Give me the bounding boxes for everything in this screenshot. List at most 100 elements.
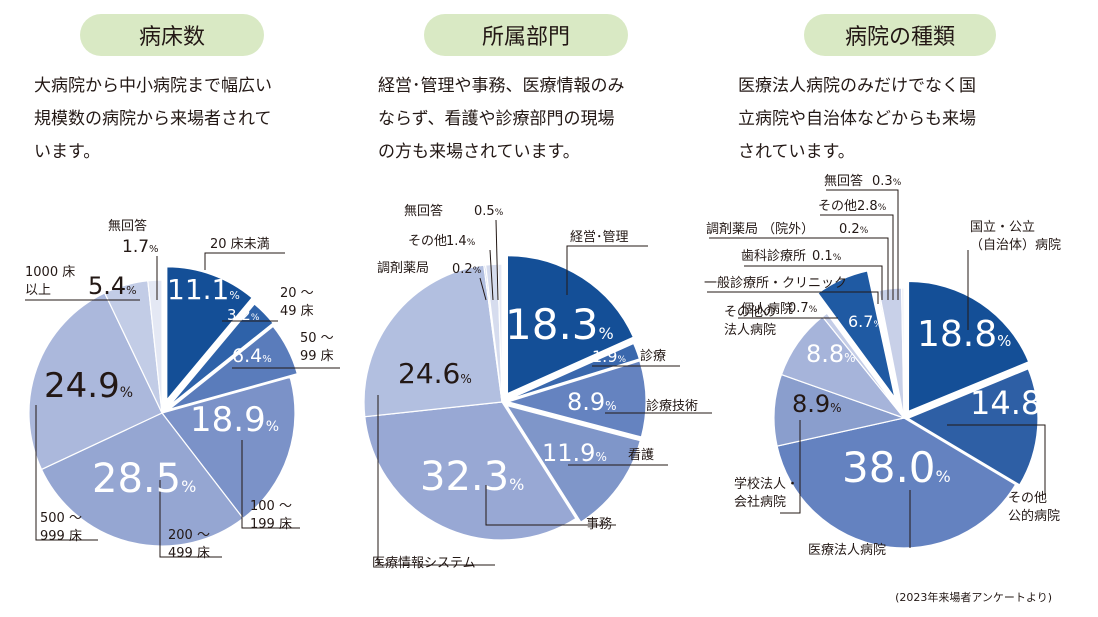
leader-line xyxy=(709,237,889,300)
category-label: 無回答 xyxy=(108,218,147,234)
value-label: 6.4% xyxy=(232,345,272,367)
category-label: 20 ～ 49 床 xyxy=(280,286,314,319)
pie-slice xyxy=(497,263,503,403)
pie-slice xyxy=(907,280,1030,413)
category-label-line: 医療法人病院 xyxy=(808,543,886,558)
percent-sign: % xyxy=(120,385,133,401)
category-label: 歯科診療所 xyxy=(741,248,806,264)
pie-slice xyxy=(147,279,163,414)
category-label: 500 ～ 999 床 xyxy=(40,511,82,544)
category-label-line: 公的病院 xyxy=(1008,508,1060,524)
category-label-line: 一般診療所・クリニック xyxy=(704,275,847,291)
panel-department: 所属部門 経営･管理や事務、医療情報のみ ならず、看護や診療部門の現場 の方も来… xyxy=(366,0,732,617)
category-label: その他の法人病院 xyxy=(724,305,776,338)
desc-line: 立病院や自治体などからも来場 xyxy=(738,109,976,129)
value-label: 18.3% xyxy=(505,300,614,349)
category-label: 無回答 xyxy=(404,203,443,219)
category-label-line: 会社病院 xyxy=(734,494,786,510)
category-label: 診療技術 xyxy=(646,398,698,414)
category-label: 100 ～ 199 床 xyxy=(250,499,292,532)
value-label: 8.8% xyxy=(806,340,856,368)
percent-sign: % xyxy=(1041,402,1054,418)
value-label: 2.8% xyxy=(857,199,887,214)
category-label: 調剤薬局 xyxy=(377,260,429,276)
leader-line xyxy=(744,265,883,300)
value-label: 28.5% xyxy=(92,456,196,502)
percent-sign: % xyxy=(181,477,196,496)
percent-sign: % xyxy=(251,313,260,323)
heading-pill: 病院の種類 xyxy=(804,14,996,56)
percent-sign: % xyxy=(495,208,504,218)
pie-chart-2: 18.3%1.9%8.9%11.9%32.3%24.6%0.2%1.4%0.5%… xyxy=(363,203,712,571)
value-label: 1.4% xyxy=(446,234,476,249)
value-label: 14.8% xyxy=(970,384,1055,422)
pie-slice xyxy=(776,417,1017,549)
pie-slice xyxy=(817,270,896,399)
desc-line: の方も来場されています。 xyxy=(378,142,580,162)
percent-sign: % xyxy=(860,226,869,236)
percent-sign: % xyxy=(878,203,887,213)
heading-pill: 病床数 xyxy=(80,14,264,56)
category-label: 個人病院 xyxy=(741,302,793,317)
category-label-line: 歯科診療所 xyxy=(741,248,806,264)
category-label-line: 無回答 xyxy=(404,203,443,219)
category-label-line: 無回答 xyxy=(108,218,147,234)
category-label-line: その他の xyxy=(724,305,776,320)
category-label-line: 事務 xyxy=(586,517,612,532)
category-label: その他公的病院 xyxy=(1008,491,1060,524)
desc-line: されています。 xyxy=(738,142,855,162)
category-label: 1000 床以上 xyxy=(25,265,75,298)
category-label: 国立・公立 （自治体）病院 xyxy=(970,220,1061,253)
category-label-line: 99 床 xyxy=(300,349,334,364)
category-label-line: 診療技術 xyxy=(646,398,698,414)
percent-sign: % xyxy=(599,324,614,343)
category-label-line: 個人病院 xyxy=(741,302,793,317)
value-label: 0.3% xyxy=(872,174,902,189)
category-label: 200 ～ 499 床 xyxy=(168,528,210,561)
percent-sign: % xyxy=(460,372,471,386)
value-label: 0.7% xyxy=(788,301,818,316)
description: 経営･管理や事務、医療情報のみ ならず、看護や診療部門の現場 の方も来場されてい… xyxy=(378,70,625,169)
category-label: 事務 xyxy=(586,517,612,532)
leader-line xyxy=(377,395,495,566)
value-label: 0.2% xyxy=(839,222,869,237)
pie-slice xyxy=(506,254,635,395)
percent-sign: % xyxy=(467,238,476,248)
heading-text: 病院の種類 xyxy=(844,25,955,50)
category-label-line: （自治体）病院 xyxy=(970,238,1061,253)
pie-slice xyxy=(505,360,647,438)
desc-line: 規模数の病院から来場者されて xyxy=(34,109,272,129)
pie-slice xyxy=(166,266,253,402)
value-label: 0.5% xyxy=(474,204,504,219)
percent-sign: % xyxy=(266,419,279,435)
value-label: 1.7% xyxy=(122,237,159,257)
category-label: 診療 xyxy=(640,348,666,364)
pie-slice xyxy=(900,287,905,419)
leader-line xyxy=(780,420,801,514)
leader-line xyxy=(826,189,899,300)
category-label: 経営･管理 xyxy=(570,230,629,245)
category-label: 20 床未満 xyxy=(210,237,270,252)
value-label: 24.9% xyxy=(44,366,133,406)
leader-line xyxy=(204,252,285,270)
leader-line xyxy=(707,291,879,304)
percent-sign: % xyxy=(997,332,1011,350)
pie-slice xyxy=(28,292,163,471)
percent-sign: % xyxy=(126,284,136,297)
pie-slice xyxy=(906,368,1039,486)
percent-sign: % xyxy=(149,244,159,255)
leader-line xyxy=(35,405,98,541)
category-label-line: 499 床 xyxy=(168,546,210,561)
category-label-line: 調剤薬局 xyxy=(377,260,429,276)
category-label-line: 200 ～ xyxy=(168,528,210,543)
category-label-line: その他 xyxy=(818,199,857,214)
category-label-line: 50 ～ xyxy=(300,331,334,346)
percent-sign: % xyxy=(893,178,902,188)
desc-line: ならず、看護や診療部門の現場 xyxy=(378,109,615,129)
leader-line xyxy=(485,485,616,526)
panel-bed-count: 病床数 大病院から中小病院まで幅広い 規模数の病院から来場者されて います。 xyxy=(0,0,366,617)
category-label-line: 199 床 xyxy=(250,517,292,532)
value-label: 0.1% xyxy=(812,249,842,264)
description: 医療法人病院のみだけでなく国 立病院や自治体などからも来場 されています。 xyxy=(738,70,976,169)
leader-line xyxy=(241,440,300,529)
